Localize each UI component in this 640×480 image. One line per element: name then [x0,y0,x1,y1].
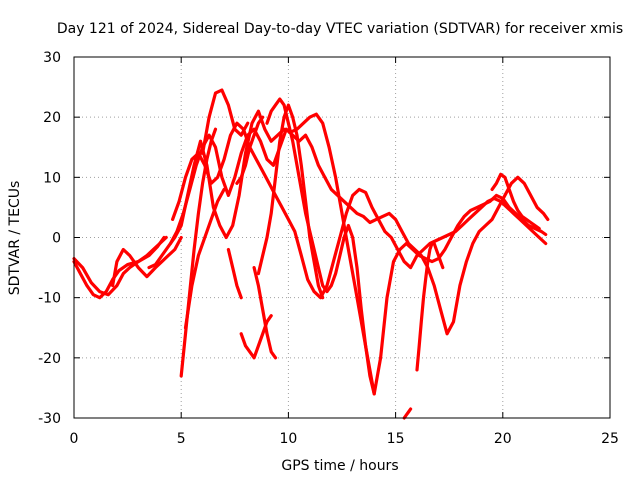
series-track-15 [265,97,376,396]
y-tick-label: 10 [43,170,61,186]
x-tick-label: 0 [70,431,79,447]
y-axis-label: SDTVAR / TECUs [7,181,23,296]
x-tick-label: 5 [177,431,186,447]
series-track-11 [226,247,243,300]
series-track-17 [415,241,445,372]
axis-ticks: 0 5 10 15 20 25 -30 -20 -10 0 10 20 30 [38,50,619,447]
y-tick-label: 20 [43,110,61,126]
series-track-10 [235,115,265,185]
series-track-3 [110,235,183,288]
x-axis-label: GPS time / hours [281,458,398,474]
x-tick-label: 15 [387,431,405,447]
y-tick-label: 0 [52,231,61,247]
x-tick-label: 25 [601,431,619,447]
series-track-2 [72,235,168,297]
grid [74,57,610,418]
series-track-8 [183,187,226,330]
series-track-14 [256,103,325,300]
series-track-16 [402,407,413,420]
chart-title: Day 121 of 2024, Sidereal Day-to-day VTE… [57,21,623,37]
series-track-6 [171,121,548,300]
data-series [72,88,550,420]
x-tick-label: 10 [279,431,297,447]
series-track-9 [201,88,250,155]
x-tick-label: 20 [494,431,512,447]
y-tick-label: -10 [38,291,61,307]
y-tick-label: -20 [38,351,61,367]
series-track-5 [168,127,550,336]
y-tick-label: 30 [43,50,61,66]
y-tick-label: -30 [38,411,61,427]
series-track-12 [252,266,278,360]
series-track-18 [490,172,541,231]
series-track-13 [239,314,273,360]
